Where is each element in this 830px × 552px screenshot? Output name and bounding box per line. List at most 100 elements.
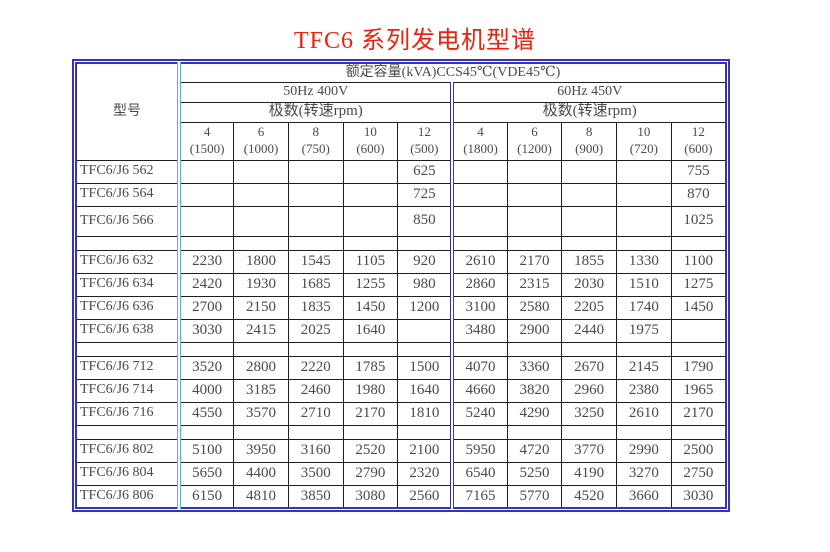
value-cell: 2610 [450,249,508,274]
value-cell-empty [616,424,672,440]
value-cell: 1930 [233,272,289,297]
value-cell [342,159,399,184]
value-cell: 3480 [450,318,508,343]
value-cell: 1685 [287,272,344,297]
value-cell: 4400 [233,461,289,486]
generator-spec-table: 型号 额定容量(kVA)CCS45℃(VDE45℃) 50Hz 400V 60H… [75,62,727,509]
value-cell-empty [397,235,453,251]
model-label: TFC6/J6 632 [75,249,181,274]
value-cell-empty [178,341,235,357]
value-cell: 625 [397,159,453,184]
value-cell: 6150 [178,484,235,509]
value-cell: 3030 [178,318,235,343]
value-cell: 1510 [616,272,672,297]
value-cell: 3570 [233,401,289,426]
model-label: TFC6/J6 802 [75,438,181,463]
spacer-row [75,424,727,440]
model-column-header: 型号 [75,62,181,161]
pole-header-50hz-12: 12 (500) [397,121,453,161]
capacity-header: 额定容量(kVA)CCS45℃(VDE45℃) [178,62,727,83]
table-row: TFC6/J6 564 725 870 [75,182,727,207]
table-row: TFC6/J6 566 850 1025 [75,205,727,237]
value-cell: 1965 [670,378,727,403]
value-cell: 3950 [233,438,289,463]
section-60hz-label: 60Hz 450V [450,81,727,103]
value-cell: 3520 [178,355,235,380]
value-cell: 2440 [561,318,617,343]
value-cell: 3080 [342,484,399,509]
value-cell: 5770 [506,484,563,509]
value-cell [450,205,508,237]
value-cell: 3160 [287,438,344,463]
value-cell [450,159,508,184]
value-cell [561,159,617,184]
value-cell: 1025 [670,205,727,237]
value-cell: 1100 [670,249,727,274]
value-cell [670,318,727,343]
value-cell: 2420 [178,272,235,297]
value-cell [450,182,508,207]
pole-header-50hz-6: 6 (1000) [233,121,289,161]
value-cell-empty [342,424,399,440]
value-cell [287,182,344,207]
value-cell: 1800 [233,249,289,274]
value-cell: 4190 [561,461,617,486]
value-cell: 1255 [342,272,399,297]
table-row: TFC6/J6 804 5650 4400 3500 2790 2320 6540 5250 4… [75,461,727,486]
value-cell-empty [178,424,235,440]
value-cell: 2790 [342,461,399,486]
value-cell: 2025 [287,318,344,343]
value-cell-empty [397,341,453,357]
value-cell [178,159,235,184]
capacity-header-row: 型号 额定容量(kVA)CCS45℃(VDE45℃) [75,62,727,161]
model-label: TFC6/J6 804 [75,461,181,486]
value-cell: 870 [670,182,727,207]
value-cell: 1810 [397,401,453,426]
value-cell: 2100 [397,438,453,463]
value-cell: 2800 [233,355,289,380]
value-cell: 5250 [506,461,563,486]
generator-table-frame: 型号 额定容量(kVA)CCS45℃(VDE45℃) 50Hz 400V 60H… [72,59,730,512]
value-cell-empty [670,235,727,251]
poles-label-60hz: 极数(转速rpm) [450,101,727,123]
pole-header-60hz-10: 10 (720) [616,121,672,161]
value-cell: 1500 [397,355,453,380]
table-row: TFC6/J6 632 2230 1800 1545 1105 920 2610 2170 18… [75,249,727,274]
value-cell: 4720 [506,438,563,463]
spacer-row [75,341,727,357]
value-cell: 1785 [342,355,399,380]
model-cell-empty [75,235,181,251]
value-cell: 1450 [670,295,727,320]
model-label: TFC6/J6 562 [75,159,181,184]
value-cell: 1200 [397,295,453,320]
table-row: TFC6/J6 716 4550 3570 2710 2170 1810 5240 4290 3… [75,401,727,426]
value-cell: 4550 [178,401,235,426]
value-cell: 4000 [178,378,235,403]
model-cell-empty [75,341,181,357]
table-row: TFC6/J6 636 2700 2150 1835 1450 1200 3100 2580 2… [75,295,727,320]
value-cell-empty [287,424,344,440]
table-row: TFC6/J6 638 3030 2415 2025 1640 3480 2900 2440 1… [75,318,727,343]
value-cell: 5100 [178,438,235,463]
value-cell: 2170 [506,249,563,274]
value-cell: 2320 [397,461,453,486]
value-cell [233,205,289,237]
value-cell [506,159,563,184]
value-cell [616,182,672,207]
value-cell: 2520 [342,438,399,463]
value-cell: 3360 [506,355,563,380]
table-row: TFC6/J6 634 2420 1930 1685 1255 980 2860 2315 20… [75,272,727,297]
page-title: TFC6 系列发电机型谱 [293,28,536,54]
value-cell: 2710 [287,401,344,426]
value-cell: 2145 [616,355,672,380]
model-label: TFC6/J6 634 [75,272,181,297]
value-cell-empty [450,235,508,251]
value-cell: 1640 [342,318,399,343]
table-row: TFC6/J6 802 5100 3950 3160 2520 2100 5950 4720 3… [75,438,727,463]
table-row: TFC6/J6 562 625 755 [75,159,727,184]
value-cell: 3820 [506,378,563,403]
poles-label-50hz: 极数(转速rpm) [178,101,453,123]
value-cell: 5650 [178,461,235,486]
table-row: TFC6/J6 806 6150 4810 3850 3080 2560 7165 5770 4… [75,484,727,509]
value-cell-empty [287,341,344,357]
